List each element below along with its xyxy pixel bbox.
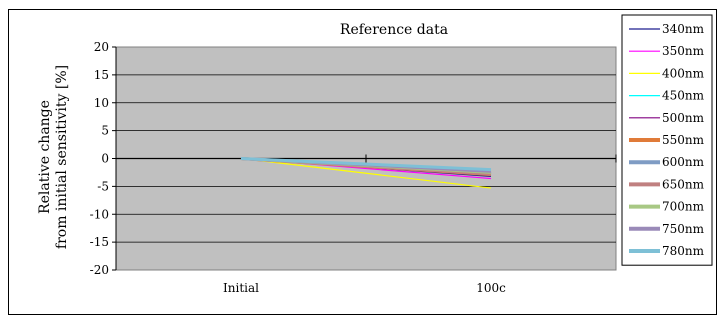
y-tick-label: 0 — [101, 152, 109, 166]
chart-title: Reference data — [340, 22, 448, 38]
series-line-780nm — [240, 157, 492, 172]
y-tick-label: -5 — [97, 179, 109, 193]
legend: 340nm 350nm 400nm 450nm 500nm 550nm 600nm 650nm… — [621, 14, 713, 266]
y-axis-title-line-2: from initial sensitivity [%] — [54, 65, 70, 249]
legend-label-700nm: 700nm — [662, 200, 705, 214]
x-tick-label: Initial — [223, 281, 259, 295]
plot-area: 20 15 10 5 0 -5 -10 -15 -20 Initial 100c — [90, 40, 617, 295]
y-tick-label: 20 — [94, 40, 109, 54]
legend-label-650nm: 650nm — [662, 177, 705, 191]
y-axis-title-line-1: Relative change — [37, 100, 53, 214]
y-tick-label: 10 — [94, 96, 109, 110]
y-tick-label: 5 — [101, 124, 109, 138]
y-axis-title: Relative change from initial sensitivity… — [37, 65, 70, 249]
y-tick-label: -15 — [90, 235, 109, 249]
legend-label-500nm: 500nm — [662, 111, 705, 125]
x-tick-label: 100c — [476, 281, 506, 295]
legend-label-450nm: 450nm — [662, 89, 705, 103]
legend-label-600nm: 600nm — [662, 155, 705, 169]
legend-label-340nm: 340nm — [662, 22, 705, 36]
legend-label-350nm: 350nm — [662, 44, 705, 58]
legend-label-750nm: 750nm — [662, 222, 705, 236]
legend-label-400nm: 400nm — [662, 66, 705, 80]
y-tick-label: -20 — [90, 263, 109, 277]
chart-frame: Reference data Relative change from init… — [8, 9, 717, 315]
y-tick-label: -10 — [90, 207, 109, 221]
legend-label-780nm: 780nm — [662, 244, 705, 258]
series-line-400nm — [240, 157, 492, 189]
legend-label-550nm: 550nm — [662, 133, 705, 147]
chart-svg: Reference data Relative change from init… — [37, 14, 713, 295]
y-tick-label: 15 — [94, 68, 109, 82]
